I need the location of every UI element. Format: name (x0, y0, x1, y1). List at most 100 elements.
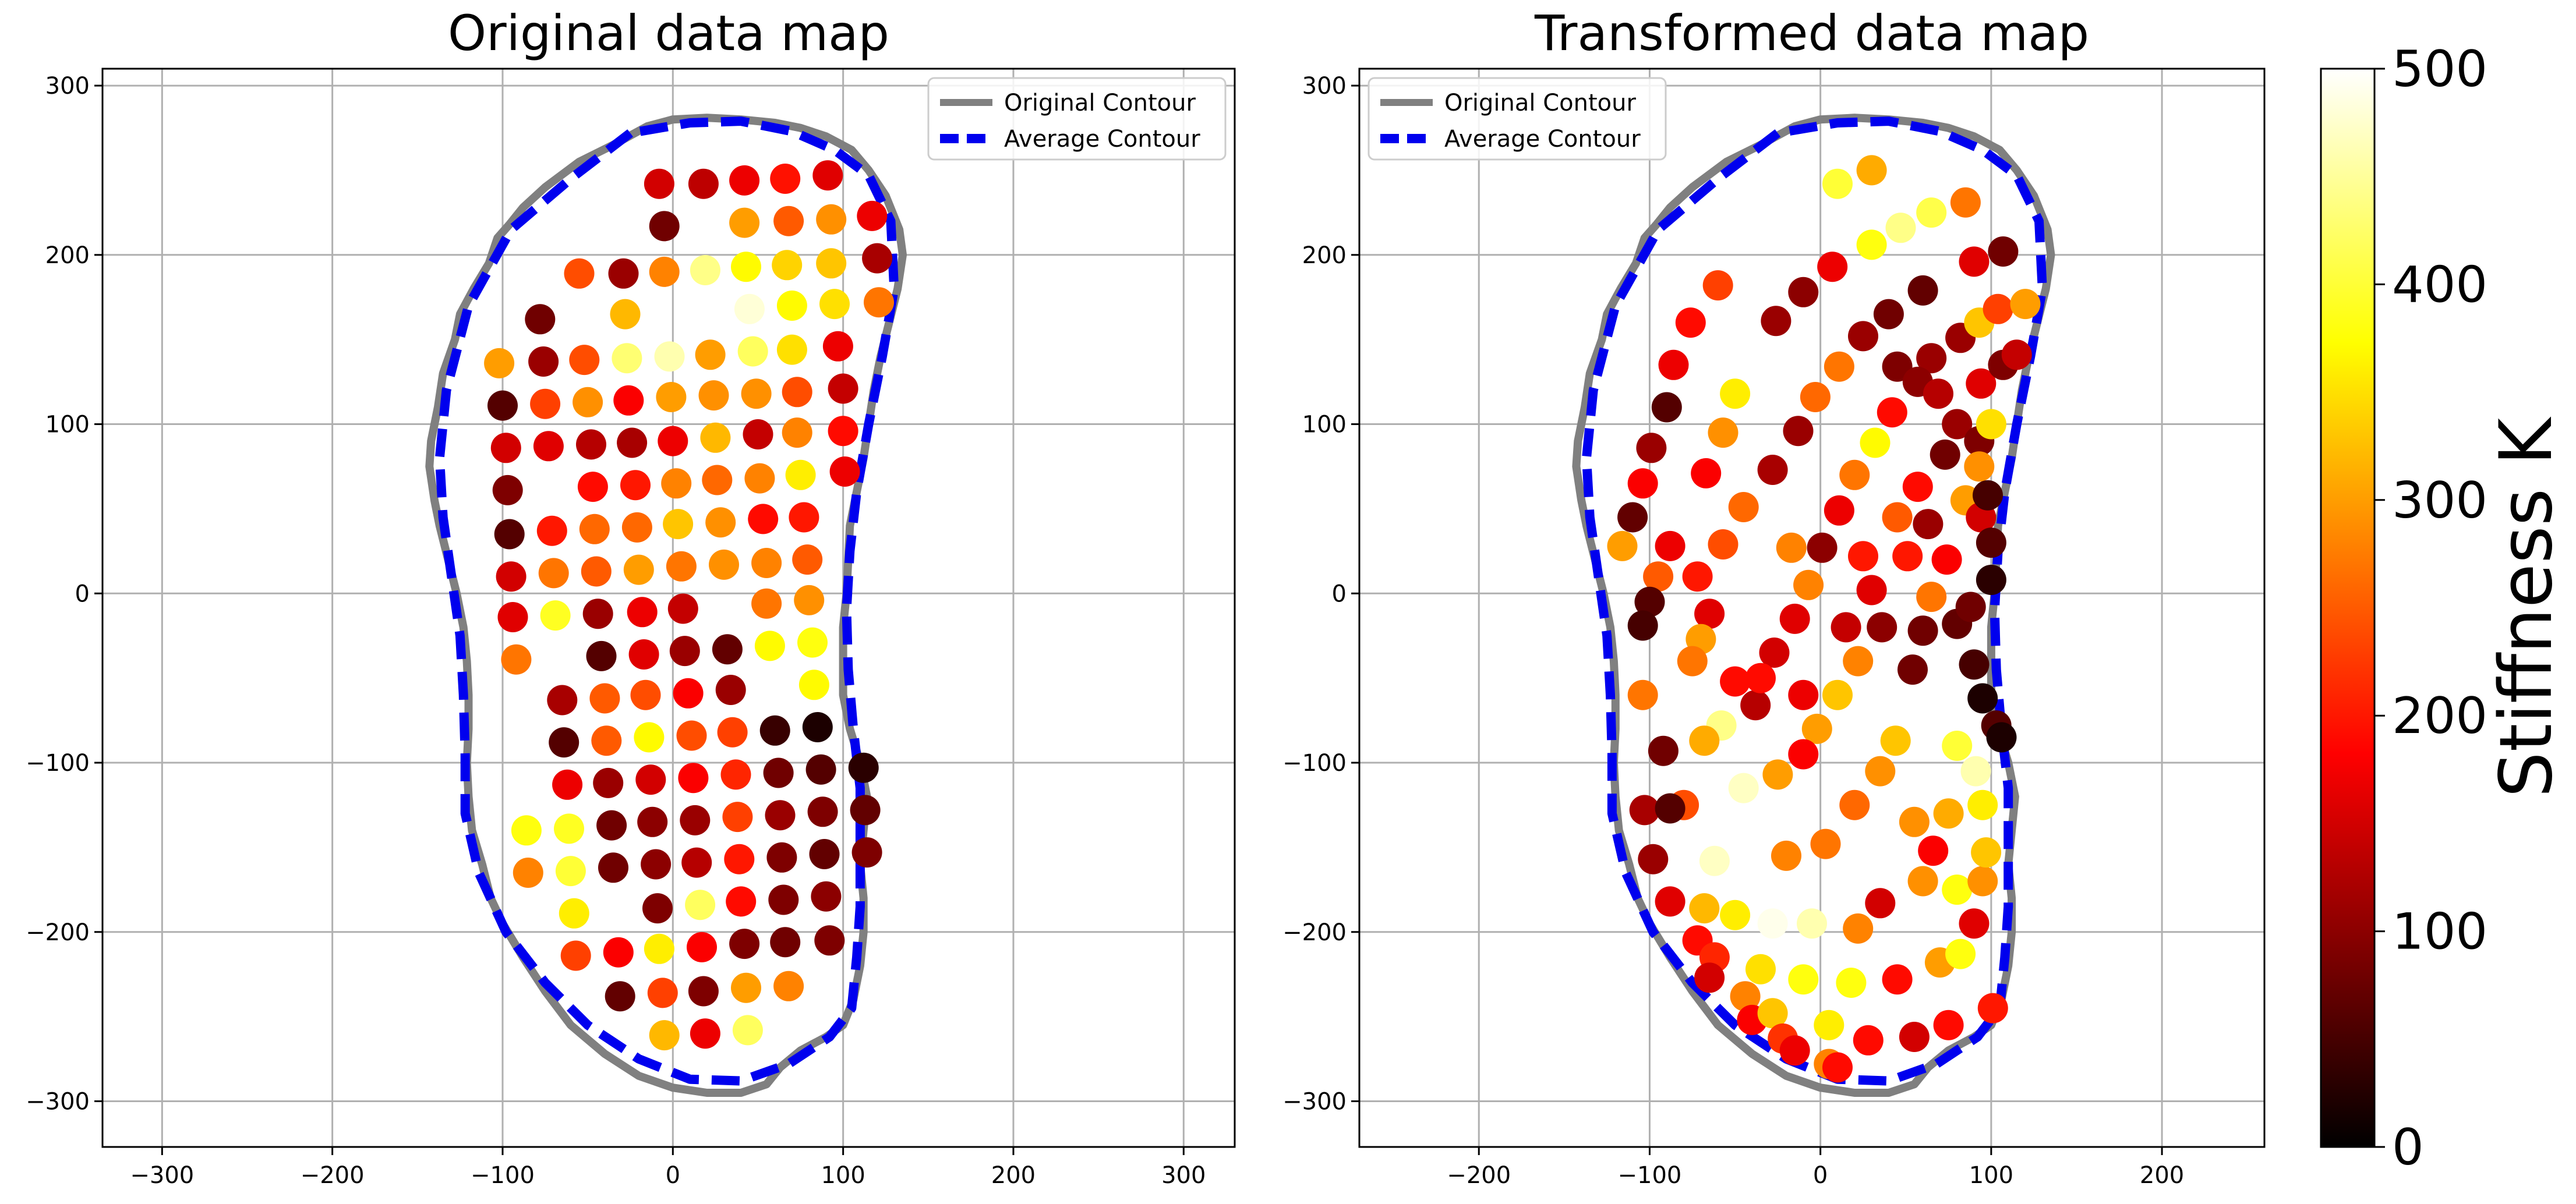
data-point (1801, 713, 1832, 744)
data-point (1960, 756, 1991, 787)
data-point (635, 764, 666, 795)
data-point (591, 725, 622, 756)
data-point (1757, 908, 1788, 939)
data-point (487, 390, 518, 421)
data-point (773, 971, 804, 1001)
data-point (744, 463, 775, 494)
data-point (1976, 409, 2006, 440)
data-point (1627, 468, 1658, 499)
data-point (1913, 509, 1944, 540)
data-point (732, 1015, 763, 1046)
data-point (1959, 649, 1990, 680)
data-point (1899, 1022, 1930, 1052)
data-point (669, 636, 700, 667)
data-point (496, 561, 526, 592)
data-point (797, 627, 828, 658)
data-point (1885, 213, 1916, 243)
data-point (552, 769, 583, 800)
data-point (748, 504, 779, 534)
data-point (547, 685, 578, 716)
data-point (513, 858, 543, 888)
data-point (598, 852, 628, 883)
data-point (729, 165, 760, 196)
data-point (1942, 731, 1973, 761)
data-point (690, 1018, 720, 1049)
colorbar-gradient (2321, 69, 2374, 1147)
data-point (1836, 968, 1867, 998)
average-contour-line (1582, 116, 2047, 1086)
data-point (819, 289, 850, 320)
data-point (573, 387, 603, 417)
data-point (751, 548, 782, 578)
data-point (1762, 759, 1793, 790)
colorbar-frame (2320, 68, 2376, 1148)
transformed-map-legend: Original Contour Average Contour (1367, 77, 1667, 161)
data-point (1976, 565, 2006, 595)
original-map-ticks: −300 −200 −100 0 100 200 300 −300 −200 −100 0 100 20… (26, 73, 1206, 1189)
data-point (647, 978, 678, 1008)
transformed-data-map-panel: Transformed data map −200 −100 0 100 200 −300… (1282, 5, 2266, 1189)
colorbar-tick-label: 500 (2392, 40, 2487, 98)
data-point (862, 243, 893, 274)
data-point (811, 881, 842, 912)
data-point (661, 468, 692, 499)
data-point (554, 813, 584, 844)
data-point (712, 634, 743, 665)
y-tick-label: 100 (1302, 412, 1347, 438)
data-point (579, 514, 610, 544)
data-point (812, 160, 843, 191)
original-map-frame (101, 68, 1236, 1148)
data-point (1964, 451, 1995, 482)
y-tick-label: −200 (26, 919, 90, 946)
data-point (641, 849, 672, 880)
average-contour-line (434, 116, 899, 1086)
data-point (1831, 612, 1861, 643)
data-point (717, 717, 748, 748)
data-point (685, 890, 716, 920)
data-point (511, 815, 542, 846)
data-point (715, 675, 746, 705)
data-point (807, 796, 838, 827)
data-point (857, 200, 888, 231)
data-point (678, 763, 709, 794)
data-point (822, 331, 853, 362)
y-tick-label: 200 (45, 242, 90, 269)
data-point (1977, 993, 2008, 1024)
data-point (560, 940, 591, 971)
data-point (765, 800, 796, 831)
data-point (851, 837, 882, 868)
data-point (731, 252, 761, 282)
data-point (776, 291, 807, 321)
data-point (494, 519, 525, 550)
data-point (1655, 886, 1685, 917)
data-point (770, 164, 801, 194)
data-point (1882, 502, 1913, 533)
y-tick-label: −200 (1282, 919, 1347, 946)
data-point (1757, 455, 1788, 485)
x-tick-label: 200 (991, 1162, 1036, 1189)
data-point (731, 972, 761, 1003)
x-tick-label: −300 (130, 1162, 194, 1189)
data-point (850, 795, 881, 826)
data-point (794, 585, 825, 615)
colorbar-tick-label: 400 (2392, 256, 2487, 314)
data-point (596, 810, 627, 841)
data-point (805, 754, 836, 785)
data-point (2010, 289, 2041, 320)
data-point (617, 427, 648, 458)
data-point (1771, 840, 1801, 871)
data-point (649, 256, 680, 287)
legend-box (1367, 77, 1667, 161)
data-point (621, 512, 652, 543)
data-point (798, 670, 829, 700)
data-point (690, 255, 720, 285)
data-point (630, 679, 661, 710)
data-point (829, 456, 860, 487)
data-point (497, 602, 528, 632)
data-point (2001, 339, 2032, 370)
colorbar-tick-label: 300 (2392, 472, 2487, 530)
data-point (644, 168, 674, 199)
data-point (1655, 530, 1685, 561)
data-point (1873, 299, 1904, 330)
y-tick-label: 100 (45, 412, 90, 438)
